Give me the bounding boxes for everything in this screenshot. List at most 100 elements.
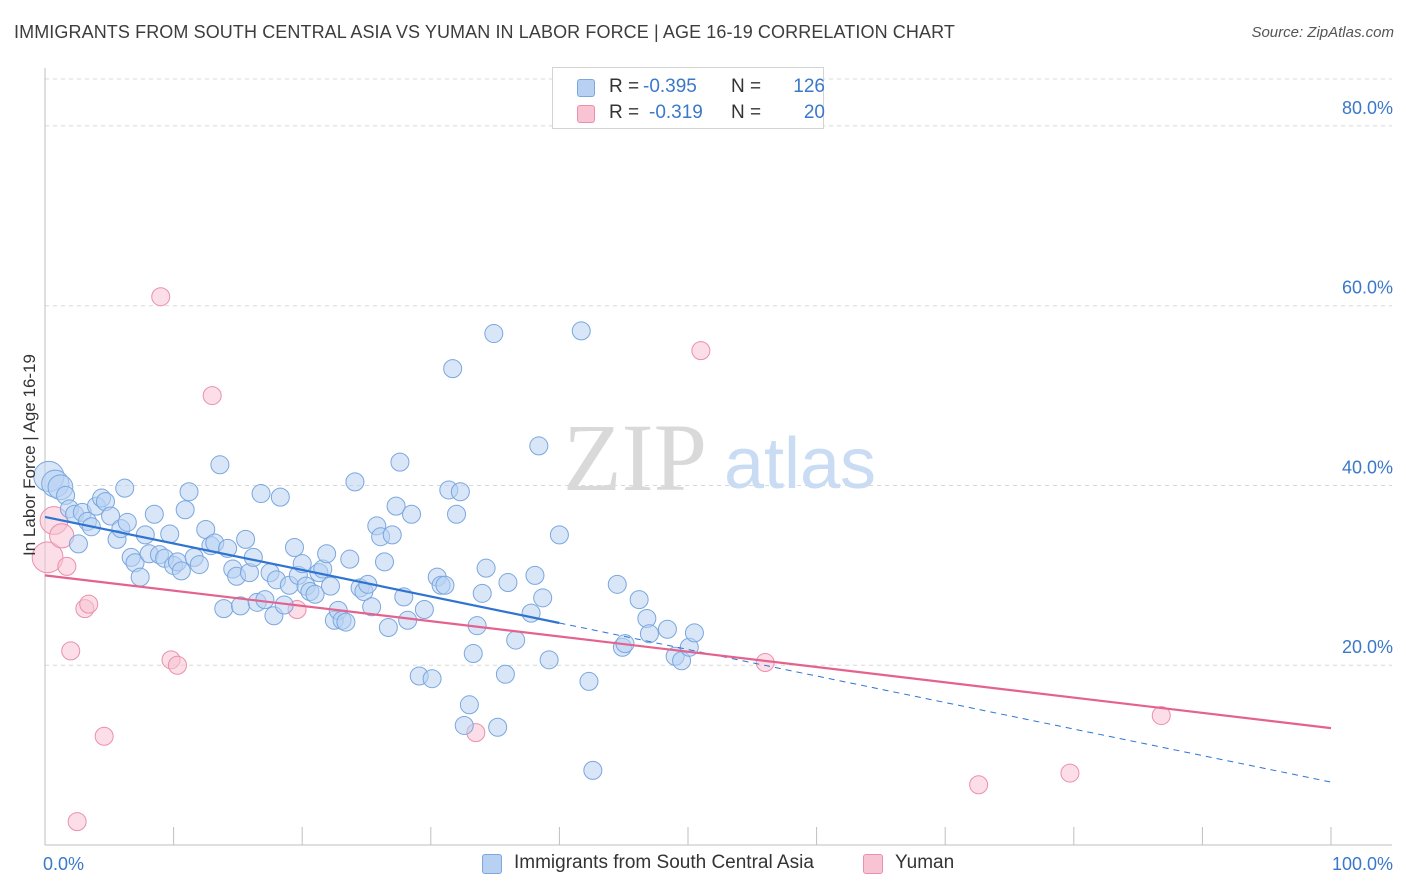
point-sca — [525, 565, 545, 585]
point-yuman — [31, 541, 64, 574]
point-sca — [506, 630, 526, 650]
point-yuman — [691, 341, 711, 361]
y-axis-label: In Labor Force | Age 16-19 — [20, 354, 39, 556]
x-tick-label: 0.0% — [43, 854, 84, 874]
legend-swatch-yuman — [577, 105, 595, 123]
x-tick-label: 100.0% — [1332, 854, 1393, 874]
point-sca — [657, 619, 677, 639]
legend-swatch-sca — [482, 854, 502, 874]
point-sca — [130, 567, 150, 587]
point-sca — [210, 455, 230, 475]
series-sca-points — [33, 321, 704, 780]
point-sca — [450, 482, 470, 502]
point-sca — [375, 552, 395, 572]
y-tick-label: 40.0% — [1342, 457, 1393, 477]
trend-line-yuman — [44, 574, 1332, 730]
point-yuman — [151, 287, 171, 307]
axes-layer — [44, 68, 1392, 846]
legend-n-key: N = — [731, 76, 762, 97]
point-yuman — [167, 655, 187, 675]
source-credit: Source: ZipAtlas.com — [1251, 24, 1394, 41]
trend-line-sca — [44, 515, 560, 625]
point-sca — [390, 452, 410, 472]
point-yuman — [61, 641, 81, 661]
point-sca — [435, 575, 455, 595]
series-yuman-points — [31, 287, 1171, 832]
point-sca — [317, 544, 337, 564]
point-sca — [171, 561, 191, 581]
trend-lines — [44, 515, 1332, 783]
point-sca — [270, 487, 290, 507]
point-sca — [336, 612, 356, 632]
point-sca — [340, 549, 360, 569]
point-sca — [243, 547, 263, 567]
point-sca — [549, 525, 569, 545]
legend-label-sca: Immigrants from South Central Asia — [514, 852, 814, 873]
point-sca — [484, 324, 504, 344]
tick-labels: 20.0% 40.0% 60.0% 80.0% 0.0% 100.0% — [43, 98, 1393, 874]
point-sca — [236, 529, 256, 549]
point-sca — [498, 573, 518, 593]
legend-r-key: R = — [609, 76, 640, 97]
point-sca — [533, 588, 553, 608]
point-yuman — [79, 594, 99, 614]
legend-swatch-sca — [577, 79, 595, 97]
y-tick-label: 80.0% — [1342, 98, 1393, 118]
point-sca — [214, 599, 234, 619]
point-sca — [305, 584, 325, 604]
point-sca — [571, 321, 591, 341]
legend-swatch-yuman — [863, 854, 883, 874]
point-sca — [476, 558, 496, 578]
point-yuman — [1151, 706, 1171, 726]
point-sca — [488, 717, 508, 737]
point-sca — [579, 671, 599, 691]
point-sca — [422, 669, 442, 689]
y-tick-label: 20.0% — [1342, 637, 1393, 657]
point-sca — [135, 525, 155, 545]
point-sca — [607, 574, 627, 594]
point-sca — [175, 500, 195, 520]
point-sca — [495, 664, 515, 684]
point-yuman — [57, 556, 77, 576]
legend-r-key: R = — [609, 102, 640, 123]
legend-r-value: -0.319 — [649, 102, 703, 123]
point-sca — [583, 760, 603, 780]
point-sca — [255, 590, 275, 610]
point-sca — [144, 504, 164, 524]
legend-n-value: 20 — [803, 102, 825, 123]
point-sca — [378, 617, 398, 637]
point-sca — [463, 644, 483, 664]
point-sca — [459, 695, 479, 715]
point-sca — [402, 504, 422, 524]
point-sca — [251, 484, 271, 504]
point-sca — [639, 624, 659, 644]
point-sca — [362, 597, 382, 617]
point-sca — [684, 623, 704, 643]
watermark-zip: ZIP — [563, 404, 707, 511]
point-yuman — [67, 812, 87, 832]
point-sca — [284, 537, 304, 557]
point-sca — [539, 650, 559, 670]
point-sca — [414, 600, 434, 620]
legend-n-value: 126 — [793, 76, 825, 97]
point-sca — [447, 504, 467, 524]
point-sca — [115, 478, 135, 498]
point-sca — [68, 534, 88, 554]
correlation-legend: R = -0.395 N = 126 R = -0.319 N = 20 — [552, 67, 825, 129]
point-yuman — [202, 386, 222, 406]
point-sca — [345, 472, 365, 492]
point-sca — [443, 359, 463, 379]
point-sca — [454, 715, 474, 735]
point-sca — [472, 583, 492, 603]
legend-n-key: N = — [731, 102, 762, 123]
point-yuman — [969, 775, 989, 795]
point-yuman — [94, 726, 114, 746]
point-sca — [386, 496, 406, 516]
y-tick-label: 60.0% — [1342, 278, 1393, 298]
chart-title: IMMIGRANTS FROM SOUTH CENTRAL ASIA VS YU… — [14, 22, 955, 42]
point-sca — [382, 525, 402, 545]
point-sca — [629, 590, 649, 610]
point-sca — [189, 555, 209, 575]
point-sca — [320, 576, 340, 596]
